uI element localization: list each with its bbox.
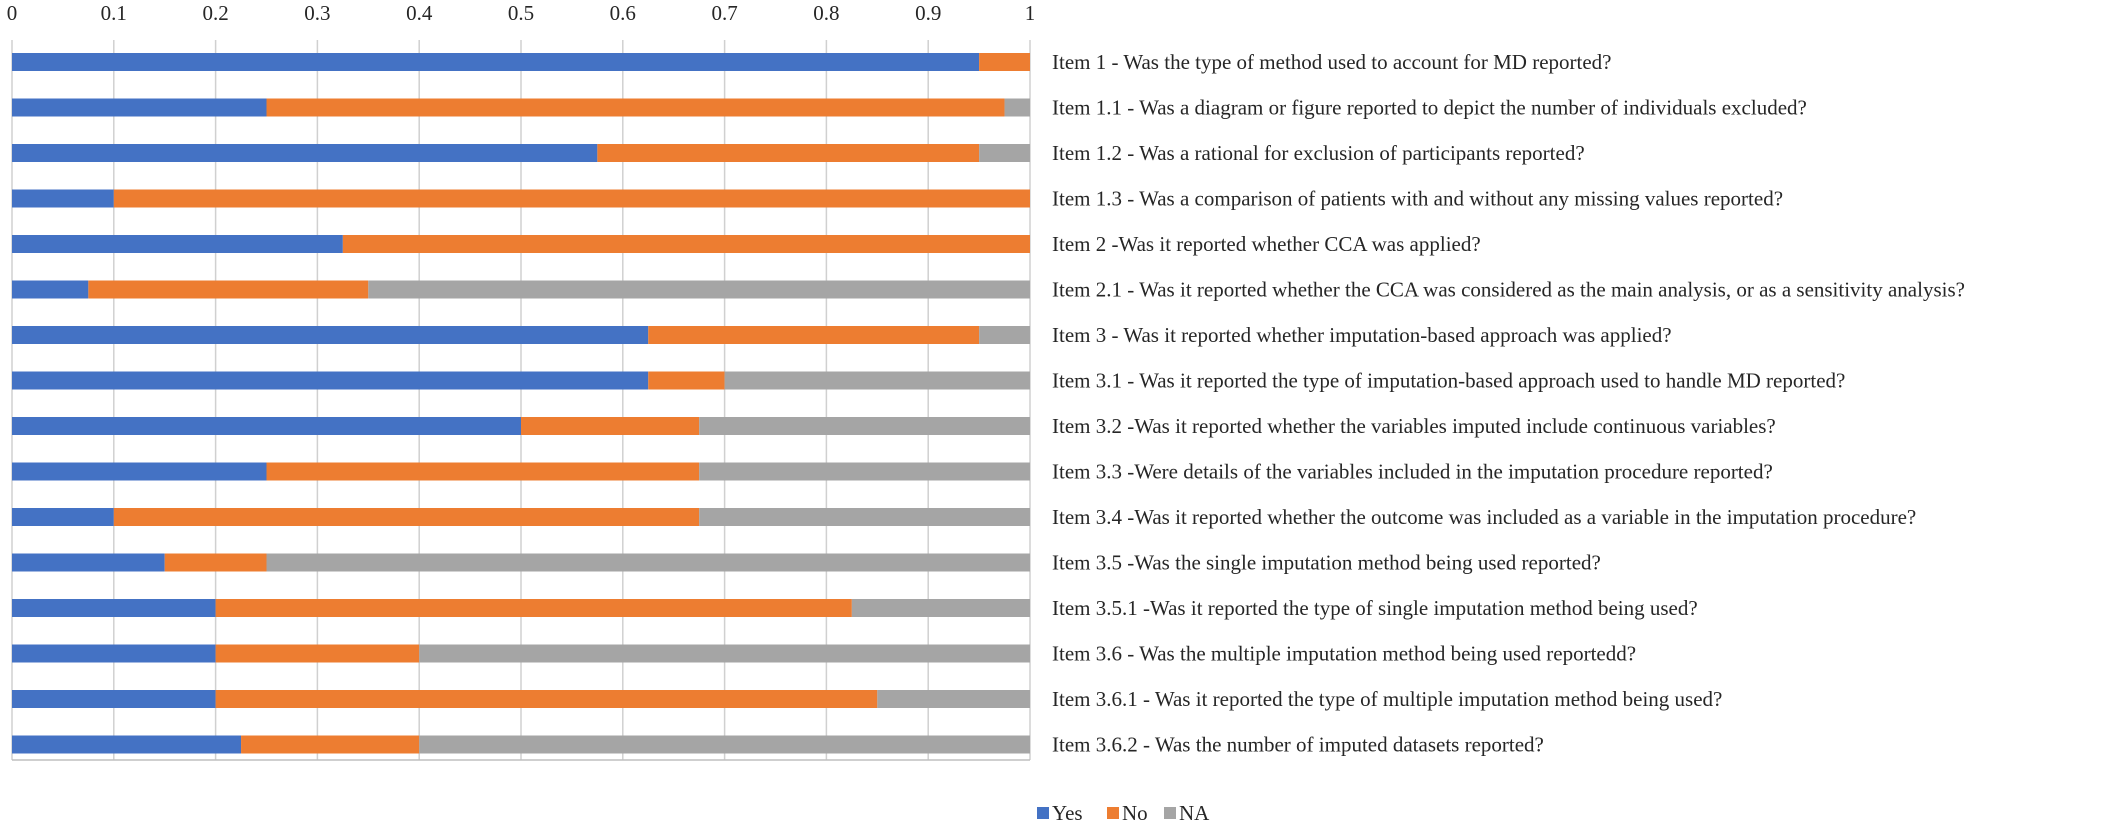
bar-segment-yes[interactable]	[12, 280, 89, 299]
bar-segment-yes[interactable]	[12, 144, 598, 162]
bar-segment-na[interactable]	[979, 144, 1030, 162]
bar-segment-na[interactable]	[699, 417, 1030, 435]
category-label: Item 1.3 - Was a comparison of patients …	[1052, 187, 1783, 211]
bar-segment-na[interactable]	[1004, 98, 1030, 117]
bar-segment-no[interactable]	[648, 326, 980, 344]
bar-segment-na[interactable]	[419, 644, 1030, 663]
category-label: Item 3.2 -Was it reported whether the va…	[1052, 414, 1776, 438]
bar-segment-no[interactable]	[215, 599, 852, 617]
legend-swatch-na	[1164, 807, 1176, 819]
legend[interactable]: Yes No NA	[1037, 801, 1210, 825]
category-label: Item 1.2 - Was a rational for exclusion …	[1052, 141, 1585, 165]
bar-segment-yes[interactable]	[12, 690, 216, 708]
bar-segment-no[interactable]	[342, 235, 1031, 253]
bar-segment-no[interactable]	[215, 644, 420, 663]
x-tick-label: 0.6	[610, 1, 636, 25]
bar-segment-no[interactable]	[597, 144, 980, 162]
legend-label-na[interactable]: NA	[1179, 801, 1210, 825]
category-label: Item 3.3 -Were details of the variables …	[1052, 460, 1773, 484]
bar-segment-na[interactable]	[979, 326, 1030, 344]
bar-segment-yes[interactable]	[12, 599, 216, 617]
bar-segment-na[interactable]	[699, 462, 1030, 481]
bar-segment-na[interactable]	[266, 553, 1031, 572]
bar-segment-yes[interactable]	[12, 644, 216, 663]
bar-segment-no[interactable]	[164, 553, 267, 572]
x-tick-label: 0.5	[508, 1, 534, 25]
bar-segment-yes[interactable]	[12, 98, 267, 117]
category-labels: Item 1 - Was the type of method used to …	[1052, 50, 1965, 757]
bar-segment-na[interactable]	[877, 690, 1030, 708]
category-label: Item 3.6.2 - Was the number of imputed d…	[1052, 733, 1544, 757]
legend-swatch-yes	[1037, 807, 1049, 819]
x-tick-label: 0.8	[813, 1, 839, 25]
bar-segment-yes[interactable]	[12, 462, 267, 481]
category-label: Item 1.1 - Was a diagram or figure repor…	[1052, 96, 1807, 120]
bars	[12, 53, 1031, 754]
legend-swatch-no	[1107, 807, 1119, 819]
bar-segment-no[interactable]	[266, 98, 1005, 117]
bar-segment-yes[interactable]	[12, 326, 649, 344]
category-label: Item 3.4 -Was it reported whether the ou…	[1052, 505, 1916, 529]
x-tick-label: 0.3	[304, 1, 330, 25]
legend-label-yes[interactable]: Yes	[1052, 801, 1083, 825]
bar-segment-no[interactable]	[521, 417, 700, 435]
bar-segment-yes[interactable]	[12, 189, 114, 208]
x-tick-label: 0.9	[915, 1, 941, 25]
bar-segment-yes[interactable]	[12, 508, 114, 526]
bar-segment-no[interactable]	[215, 690, 878, 708]
bar-segment-na[interactable]	[368, 280, 1030, 299]
bar-segment-no[interactable]	[88, 280, 369, 299]
bar-segment-no[interactable]	[979, 53, 1030, 71]
x-tick-label: 0.1	[101, 1, 127, 25]
x-tick-label: 0.4	[406, 1, 433, 25]
category-label: Item 1 - Was the type of method used to …	[1052, 50, 1612, 74]
bar-segment-na[interactable]	[419, 735, 1030, 754]
bar-segment-yes[interactable]	[12, 371, 649, 390]
category-label: Item 2 -Was it reported whether CCA was …	[1052, 232, 1481, 256]
category-label: Item 3.5.1 -Was it reported the type of …	[1052, 596, 1698, 620]
bar-segment-yes[interactable]	[12, 235, 343, 253]
category-label: Item 3 - Was it reported whether imputat…	[1052, 323, 1672, 347]
bar-segment-na[interactable]	[724, 371, 1030, 390]
x-tick-label: 0.2	[202, 1, 228, 25]
category-label: Item 3.1 - Was it reported the type of i…	[1052, 369, 1845, 393]
bar-segment-na[interactable]	[851, 599, 1030, 617]
category-label: Item 2.1 - Was it reported whether the C…	[1052, 278, 1965, 302]
bar-segment-yes[interactable]	[12, 735, 242, 754]
x-tick-label: 1	[1025, 1, 1036, 25]
bar-segment-yes[interactable]	[12, 53, 980, 71]
x-tick-label: 0.7	[711, 1, 737, 25]
bar-segment-no[interactable]	[241, 735, 420, 754]
bar-segment-na[interactable]	[699, 508, 1030, 526]
bar-segment-no[interactable]	[266, 462, 700, 481]
category-label: Item 3.6.1 - Was it reported the type of…	[1052, 687, 1722, 711]
bar-segment-yes[interactable]	[12, 417, 521, 435]
category-label: Item 3.5 -Was the single imputation meth…	[1052, 551, 1601, 575]
bar-segment-yes[interactable]	[12, 553, 165, 572]
category-label: Item 3.6 - Was the multiple imputation m…	[1052, 642, 1636, 666]
bar-segment-no[interactable]	[648, 371, 725, 390]
x-tick-label: 0	[7, 1, 18, 25]
x-axis-ticks: 0 0.1 0.2 0.3 0.4 0.5 0.6 0.7 0.8 0.9 1	[7, 1, 1036, 25]
bar-segment-no[interactable]	[113, 508, 700, 526]
bar-segment-no[interactable]	[113, 189, 1031, 208]
legend-label-no[interactable]: No	[1122, 801, 1148, 825]
